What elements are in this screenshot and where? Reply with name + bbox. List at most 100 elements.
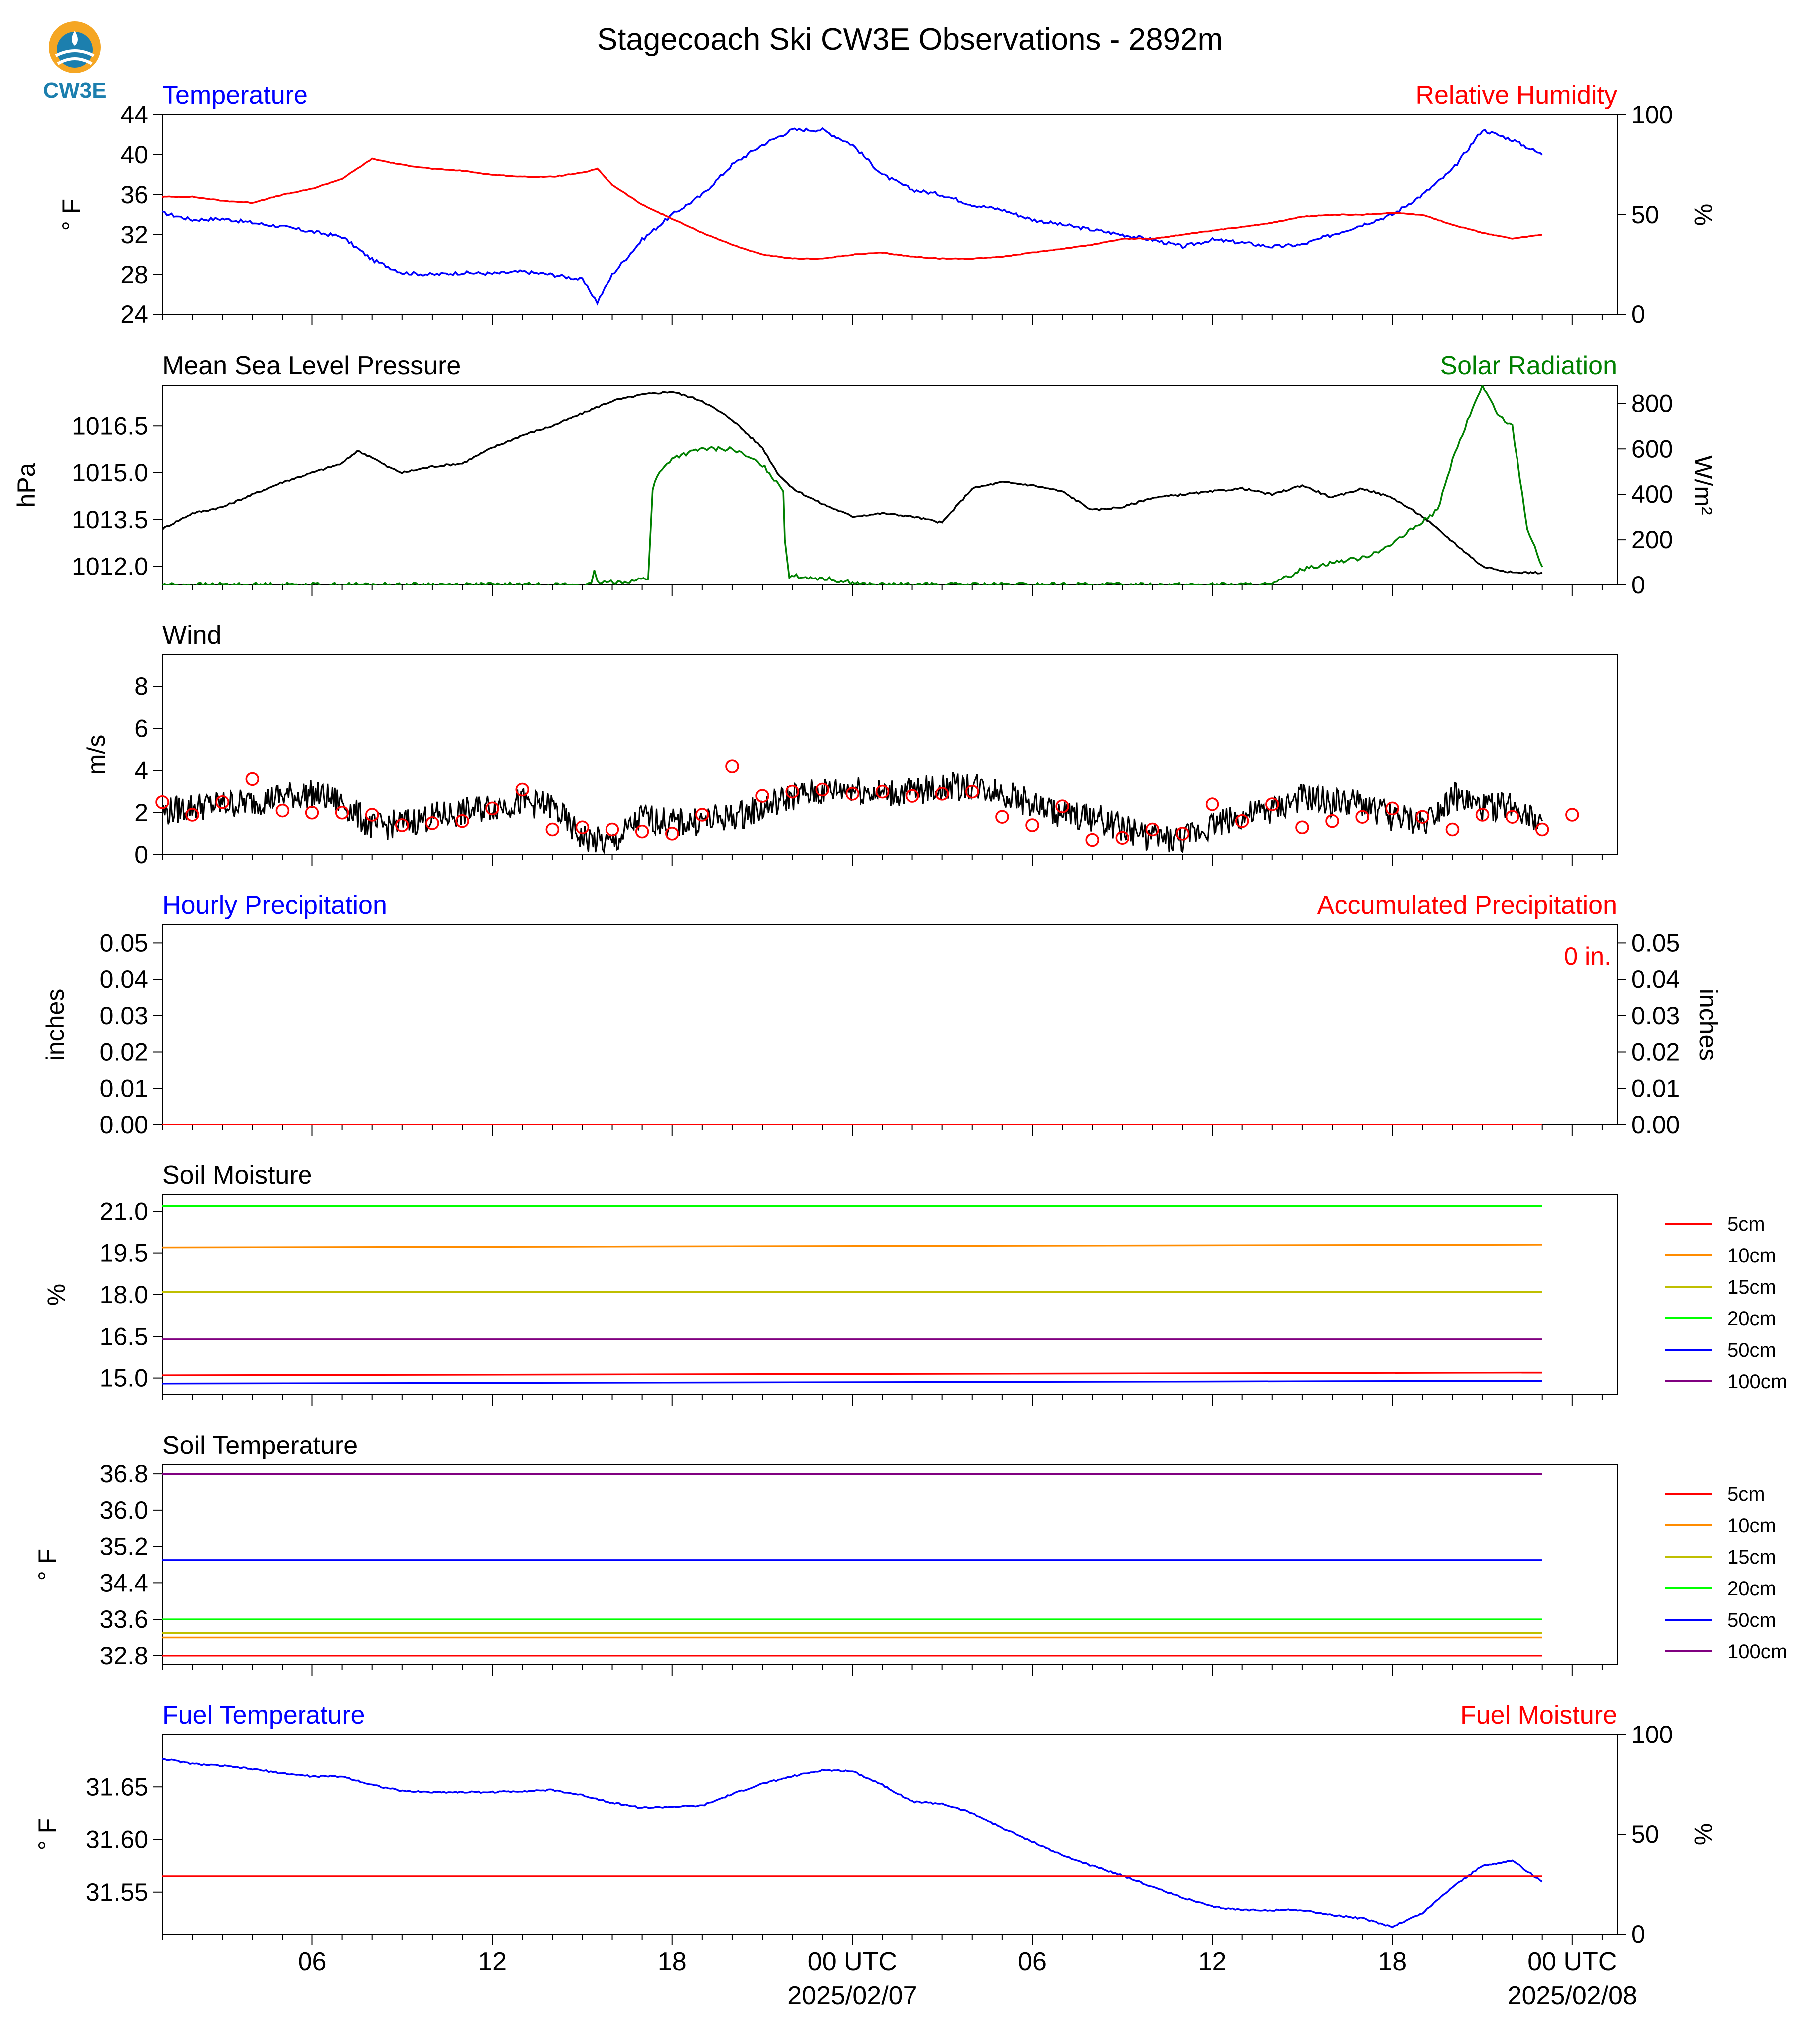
- x-tick-label: 00 UTC: [808, 1947, 897, 1976]
- series-group: [162, 1758, 1543, 1929]
- series-line-solar-radiation: [162, 385, 1543, 585]
- wind-barb: [545, 822, 560, 837]
- y-tick-label: 0.04: [100, 965, 148, 993]
- wind-barb: [245, 772, 260, 786]
- wind-barb: [1235, 814, 1249, 828]
- panel-title-left: Wind: [162, 621, 221, 650]
- y-tick-label: 44: [120, 101, 148, 129]
- wind-barb: [155, 795, 169, 809]
- wind-barb: [1565, 808, 1579, 822]
- panel-title-left: Soil Temperature: [162, 1431, 358, 1460]
- panel-precip: Hourly Precipitation Accumulated Precipit…: [41, 891, 1722, 1139]
- series-line-mean-sea-level-pressure: [162, 391, 1543, 575]
- y2-tick-label: 100: [1631, 101, 1673, 129]
- legend-label: 15cm: [1727, 1276, 1776, 1298]
- panels: Temperature Relative Humidity242832364044…: [12, 81, 1787, 2010]
- wind-barb: [485, 801, 499, 816]
- panel-title-left: Mean Sea Level Pressure: [162, 351, 461, 380]
- wind-barb: [995, 810, 1009, 824]
- wind-barb: [965, 784, 979, 799]
- x-tick-label: 06: [298, 1947, 327, 1976]
- wind-barb: [515, 782, 529, 797]
- legend-label: 50cm: [1727, 1609, 1776, 1631]
- y2-tick-label: 600: [1631, 435, 1673, 463]
- legend-label: 20cm: [1727, 1308, 1776, 1330]
- wind-barb: [1055, 799, 1069, 813]
- panel-title-left: Fuel Temperature: [162, 1701, 365, 1730]
- plot-frame: [162, 1194, 1618, 1395]
- y2-axis-label: %: [1689, 1823, 1717, 1845]
- x-date-label: 2025/02/07: [787, 1981, 917, 2010]
- x-tick-label: 18: [658, 1947, 687, 1976]
- wind-barb: [695, 808, 709, 822]
- figure-title: Stagecoach Ski CW3E Observations - 2892m: [597, 22, 1223, 57]
- wind-barb: [275, 803, 290, 818]
- wind-barb: [1265, 797, 1279, 811]
- wind-barb: [1205, 797, 1219, 811]
- y-tick-label: 8: [134, 672, 148, 700]
- panel-title-left: Soil Moisture: [162, 1161, 312, 1190]
- wind-barb: [305, 806, 319, 820]
- panel-title-right: Fuel Moisture: [1460, 1701, 1617, 1730]
- y2-tick-label: 50: [1631, 201, 1659, 229]
- wind-barb: [365, 808, 379, 822]
- wind-barb: [335, 806, 349, 820]
- legend-label: 10cm: [1727, 1515, 1776, 1537]
- wind-barb: [1175, 827, 1190, 841]
- y-axis-label: ° F: [57, 199, 85, 231]
- y-tick-label: 40: [120, 141, 148, 169]
- y-tick-label: 1016.5: [72, 412, 148, 440]
- legend-label: 100cm: [1727, 1641, 1787, 1663]
- legend-label: 5cm: [1727, 1213, 1765, 1235]
- y-tick-label: 1015.0: [72, 459, 148, 487]
- wind-barb: [1535, 822, 1549, 837]
- y2-tick-label: 0.02: [1631, 1038, 1680, 1066]
- series-line-wind-speed: [162, 772, 1543, 855]
- y-tick-label: 0.00: [100, 1111, 148, 1139]
- y-tick-label: 31.55: [86, 1878, 148, 1906]
- panel-soil_moisture: Soil Moisture 15.0 16.5 18.0 19.5 21.0% 5cm 10c…: [42, 1161, 1787, 1406]
- panel-title-left: Hourly Precipitation: [162, 891, 387, 920]
- wind-barb: [755, 789, 769, 803]
- x-tick-label: 12: [478, 1947, 507, 1976]
- wind-barb: [1445, 822, 1460, 837]
- wind-barb: [725, 759, 739, 773]
- y-tick-label: 24: [120, 300, 148, 328]
- cw3e-logo: CW3E: [43, 21, 107, 103]
- wind-barb: [785, 784, 799, 799]
- wind-barb: [1115, 831, 1130, 845]
- legend-label: 20cm: [1727, 1578, 1776, 1600]
- wind-barb: [215, 795, 229, 809]
- wind-barb: [935, 787, 949, 801]
- y-tick-label: 21.0: [100, 1197, 148, 1225]
- panel-temp_rh: Temperature Relative Humidity 24 28 32 36 40 44…: [57, 81, 1717, 328]
- wind-barb: [185, 808, 199, 822]
- y-tick-label: 36: [120, 181, 148, 209]
- y2-tick-label: 400: [1631, 480, 1673, 508]
- series-line-5cm: [162, 1371, 1542, 1376]
- y-tick-label: 4: [134, 757, 148, 785]
- series-line-50cm: [162, 1380, 1542, 1385]
- y-axis-label: inches: [41, 989, 69, 1061]
- panel-title-right: Solar Radiation: [1440, 351, 1617, 380]
- x-tick-label: 12: [1198, 1947, 1227, 1976]
- y-tick-label: 15.0: [100, 1364, 148, 1392]
- y-tick-label: 31.65: [86, 1773, 148, 1801]
- series-line-10cm: [162, 1244, 1542, 1249]
- legend-label: 100cm: [1727, 1371, 1787, 1393]
- y2-tick-label: 0.03: [1631, 1002, 1680, 1030]
- wind-barb: [425, 816, 439, 830]
- wind-barb: [1355, 810, 1369, 824]
- wind-barb: [1145, 822, 1160, 837]
- y2-tick-label: 0.00: [1631, 1111, 1680, 1139]
- series-line-fuel-temperature: [162, 1758, 1543, 1929]
- wind-barb: [455, 814, 469, 828]
- wind-barb: [1505, 810, 1519, 824]
- y-tick-label: 0.01: [100, 1074, 148, 1102]
- series-group: [162, 127, 1543, 306]
- y2-tick-label: 200: [1631, 526, 1673, 554]
- y-axis-label: m/s: [82, 735, 110, 775]
- y-tick-label: 18.0: [100, 1281, 148, 1309]
- legend-label: 5cm: [1727, 1483, 1765, 1505]
- y-tick-label: 35.2: [100, 1533, 148, 1561]
